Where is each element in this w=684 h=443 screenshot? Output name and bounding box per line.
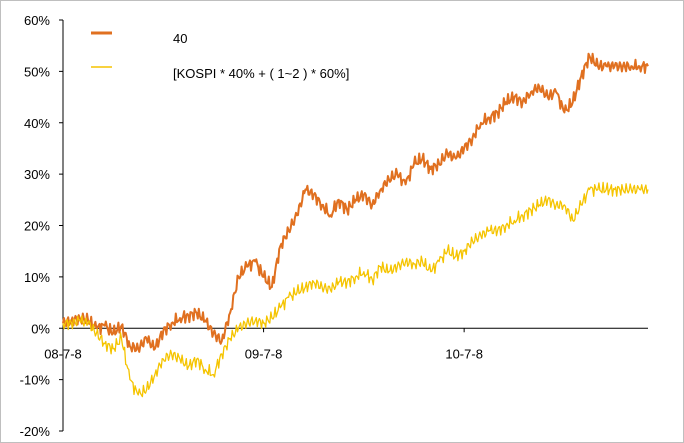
legend: 40 [KOSPI * 40% + ( 1~2 ) * 60%] (91, 31, 349, 81)
y-axis: -20% -10% 0% 10% 20% 30% 40% 50% 60% (20, 13, 64, 439)
y-tick-label: 20% (24, 219, 50, 234)
y-tick-label: 50% (24, 64, 50, 79)
legend-label-1: 40 (173, 31, 187, 46)
x-axis: 08-7-8 09-7-8 10-7-8 (44, 327, 648, 361)
y-tick-label: 60% (24, 13, 50, 28)
y-tick-label: 0% (31, 321, 50, 336)
x-tick-label: 08-7-8 (44, 346, 82, 361)
y-tick-label: -10% (20, 373, 51, 388)
series-lines (62, 52, 649, 398)
series-line-1 (62, 52, 649, 353)
x-tick-label: 10-7-8 (445, 346, 483, 361)
y-tick-label: 30% (24, 167, 50, 182)
y-tick-label: -20% (20, 424, 51, 439)
series-line-2 (62, 181, 649, 398)
legend-label-2: [KOSPI * 40% + ( 1~2 ) * 60%] (173, 66, 349, 81)
x-tick-label: 09-7-8 (245, 346, 283, 361)
y-tick-label: 10% (24, 270, 50, 285)
y-tick-label: 40% (24, 116, 50, 131)
